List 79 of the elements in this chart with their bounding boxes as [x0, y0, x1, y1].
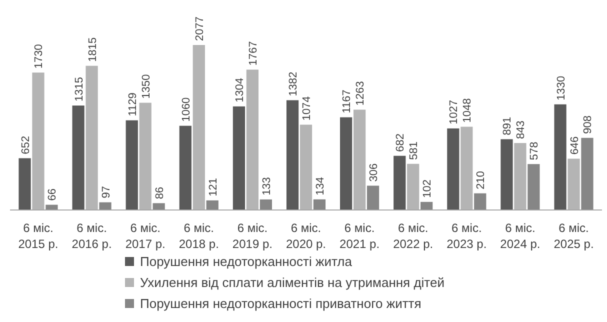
- bar: [192, 45, 205, 210]
- bar: [407, 164, 420, 210]
- bar: [394, 156, 406, 210]
- bar: [554, 104, 566, 210]
- bar: [313, 199, 326, 210]
- data-label: 121: [207, 178, 220, 196]
- x-tick-label: 6 міс. 2015 р.: [18, 221, 58, 251]
- data-label: 1027: [448, 100, 460, 124]
- data-label: 1129: [126, 92, 139, 116]
- data-label: 1382: [288, 72, 300, 96]
- bar: [447, 128, 460, 210]
- data-label: 908: [582, 116, 594, 134]
- data-label: 1350: [140, 74, 152, 99]
- data-label: 102: [422, 180, 434, 198]
- x-tick-label: 6 міс. 2021 р.: [340, 221, 380, 251]
- x-tick-label: 6 міс. 2023 р.: [446, 221, 487, 251]
- bar: [340, 117, 352, 210]
- bar: [300, 124, 312, 210]
- bar: [86, 66, 98, 210]
- legend-label: Порушення недоторканності житла: [140, 254, 353, 269]
- x-tick-label: 6 міс. 2019 р.: [232, 221, 272, 251]
- x-tick-label: 6 міс. 2024 р.: [500, 221, 540, 251]
- bar: [474, 193, 486, 210]
- bar: [514, 143, 526, 210]
- bar: [286, 100, 299, 210]
- x-tick-label: 6 міс. 2016 р.: [72, 221, 112, 251]
- bar: [139, 102, 152, 210]
- legend-label: Ухилення від сплати аліментів на утримання дітей: [140, 275, 444, 290]
- data-label: 97: [100, 186, 112, 198]
- bar: [232, 106, 246, 210]
- data-label: 1263: [354, 81, 367, 106]
- x-tick-label: 6 міс. 2020 р.: [286, 221, 326, 251]
- data-label: 306: [368, 163, 380, 182]
- x-tick-label: 6 міс. 2022 р.: [393, 221, 434, 251]
- bar: [366, 186, 380, 210]
- x-tick-label: 6 міс. 2025 р.: [554, 221, 594, 251]
- data-label: 1167: [341, 90, 354, 114]
- data-label: 1060: [180, 97, 192, 122]
- data-label: 843: [515, 120, 528, 140]
- data-label: 1048: [462, 98, 474, 123]
- bar: [126, 120, 138, 210]
- data-label: 1304: [234, 78, 246, 102]
- bar: [460, 126, 473, 210]
- x-tick-label: 6 міс. 2017 р.: [125, 221, 166, 251]
- data-label: 1330: [555, 76, 568, 100]
- bar: [528, 164, 540, 210]
- bar: [246, 70, 259, 210]
- data-label: 682: [394, 133, 407, 152]
- data-label: 2077: [194, 16, 206, 41]
- data-label: 133: [260, 177, 273, 196]
- bar: [32, 72, 44, 210]
- bar: [420, 202, 433, 210]
- data-label: 891: [502, 116, 514, 136]
- data-label: 1767: [247, 41, 260, 66]
- data-label: 646: [568, 136, 581, 155]
- bar: [179, 126, 192, 210]
- data-label: 1730: [33, 44, 46, 69]
- bar: [18, 158, 31, 210]
- bar: [99, 202, 112, 210]
- data-label: 210: [475, 170, 488, 190]
- data-label: 1074: [301, 96, 313, 121]
- data-label: 581: [408, 141, 420, 160]
- bar: [260, 199, 272, 210]
- bar: [206, 200, 218, 210]
- data-label: 86: [154, 186, 166, 200]
- bar: [152, 203, 165, 210]
- data-label: 1315: [73, 77, 86, 102]
- bar: [353, 110, 366, 210]
- data-label: 578: [528, 142, 541, 160]
- data-label: 1815: [86, 37, 99, 62]
- data-label: 652: [20, 136, 32, 154]
- bar: [72, 106, 84, 210]
- bar: [581, 138, 594, 210]
- data-label: 134: [314, 176, 326, 196]
- bar: [500, 139, 513, 210]
- bar: [568, 158, 580, 210]
- data-label: 66: [46, 188, 59, 201]
- legend-label: Порушення недоторканності приватного життя: [140, 296, 422, 311]
- x-tick-label: 6 міс. 2018 р.: [178, 221, 219, 251]
